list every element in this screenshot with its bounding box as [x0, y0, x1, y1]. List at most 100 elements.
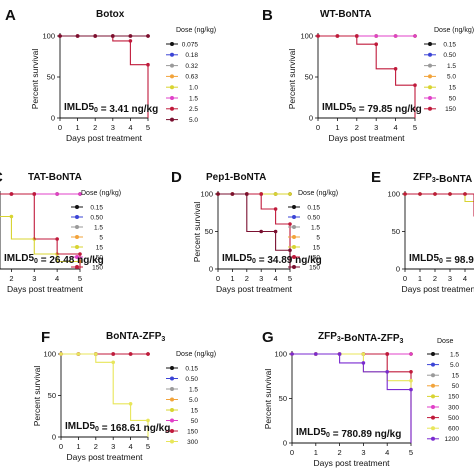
x-axis-label: Days post treatment: [313, 458, 390, 468]
legend-item: 1.5: [427, 351, 459, 358]
data-point: [75, 34, 80, 38]
data-point: [59, 352, 63, 356]
legend-swatch-dot: [170, 117, 174, 122]
data-point: [413, 34, 417, 38]
data-point: [55, 192, 59, 196]
series-15: [0, 214, 82, 269]
legend-label: 1.5: [311, 224, 320, 231]
legend-swatch-dot: [75, 215, 79, 219]
x-tick-label: 1: [418, 274, 422, 283]
panel-title: ZFP3-BoNTA: [413, 172, 472, 185]
legend-swatch-dot: [75, 225, 79, 229]
legend-item: 1.5: [166, 386, 198, 393]
y-axis-label: Percent survival: [263, 369, 273, 430]
legend-label: 50: [452, 383, 460, 390]
series-line: [318, 35, 416, 118]
x-tick-label: 2: [93, 123, 97, 132]
legend-swatch-dot: [292, 265, 296, 269]
data-point: [409, 387, 413, 392]
data-point: [290, 352, 294, 356]
legend-label: 1.5: [447, 63, 456, 70]
series-150: [0, 192, 82, 269]
y-axis-label: Percent survival: [287, 49, 297, 110]
legend-item: 1.5: [71, 224, 103, 231]
data-point: [418, 192, 422, 196]
x-tick-label: 0: [316, 123, 320, 132]
data-point: [288, 192, 292, 196]
legend-label: 600: [448, 426, 459, 433]
legend-label: 1.0: [189, 85, 198, 92]
legend-swatch-dot: [170, 42, 174, 46]
y-tick-label: 0: [283, 439, 287, 448]
legend-swatch-dot: [170, 96, 174, 100]
panel-letter: G: [262, 329, 274, 346]
legend-title: Dose (ng/kg): [176, 351, 216, 358]
legend-label: 0.15: [307, 204, 320, 211]
legend-item: 0.18: [166, 52, 198, 59]
legend-label: 15: [191, 407, 199, 414]
x-axis-label: Days post treatment: [328, 133, 405, 143]
legend-item: 50: [71, 254, 103, 261]
data-point: [94, 352, 98, 356]
legend-swatch-dot: [431, 352, 435, 356]
legend-item: 15: [71, 244, 103, 251]
data-point: [146, 62, 150, 67]
data-point: [111, 34, 115, 38]
legend: Dose (ng/kg) 0.15 0.50 1.5 5 15 50 150: [71, 190, 121, 271]
x-tick-label: 5: [409, 448, 413, 457]
data-point: [55, 237, 59, 241]
x-tick-label: 1: [76, 123, 80, 132]
y-tick-label: 0: [309, 114, 313, 123]
legend-label: 15: [449, 85, 457, 92]
legend-item: 150: [424, 106, 456, 113]
y-tick-label: 100: [42, 32, 55, 41]
x-tick-label: 0: [58, 123, 62, 132]
legend: Dose (ng/kg) 0.15 0.50 1.5 5.0 15 50 150: [424, 27, 474, 113]
imld50-annotation: IMLD50 = 34.89 ng/kg: [222, 253, 322, 266]
data-point: [273, 192, 278, 196]
legend-item: 1.5: [424, 63, 456, 70]
legend-label: 0.50: [90, 214, 103, 221]
series-line: [292, 353, 412, 443]
series-line: [0, 215, 81, 269]
legend-item: 0.15: [71, 204, 103, 211]
legend-label: 0.15: [90, 204, 103, 211]
legend-label: 0.50: [185, 376, 198, 383]
x-tick-label: 5: [413, 123, 417, 132]
x-tick-label: 5: [288, 274, 292, 283]
data-point: [9, 214, 14, 219]
y-tick-label: 100: [387, 190, 400, 199]
data-point: [355, 34, 359, 38]
legend-label: 0.075: [182, 41, 199, 48]
legend-item: 5: [288, 234, 320, 241]
legend-label: 5.0: [189, 117, 198, 124]
y-tick-label: 0: [51, 114, 55, 123]
series-line: [292, 353, 412, 408]
legend-label: 0.50: [443, 52, 456, 59]
data-point: [385, 370, 390, 374]
x-tick-label: 3: [448, 274, 452, 283]
legend: Dose (ng/kg) 0.15 0.50 1.5 5.0 15 50 150 300: [166, 351, 216, 446]
legend-item: 0.15: [288, 204, 320, 211]
legend-swatch-dot: [428, 63, 432, 68]
legend-swatch-dot: [170, 74, 174, 79]
series-150: [316, 34, 417, 118]
legend-title: Dose (ng/kg): [434, 27, 474, 34]
legend-swatch-dot: [170, 439, 174, 444]
imld50-annotation: IMLD50 = 168.61 ng/kg: [65, 421, 170, 434]
legend-label: 1.5: [450, 351, 459, 358]
data-point: [273, 207, 278, 211]
data-point: [314, 352, 318, 356]
data-point: [361, 352, 366, 356]
data-point: [9, 192, 14, 196]
legend-item: 1.5: [288, 224, 320, 231]
panel-title: Botox: [96, 9, 125, 20]
y-tick-label: 50: [279, 394, 287, 403]
x-tick-label: 0: [290, 448, 294, 457]
x-tick-label: 5: [146, 442, 150, 451]
legend-item: 5.0: [166, 117, 198, 124]
panel-title: Pep1-BoNTA: [206, 172, 266, 183]
legend-swatch-dot: [75, 265, 79, 269]
